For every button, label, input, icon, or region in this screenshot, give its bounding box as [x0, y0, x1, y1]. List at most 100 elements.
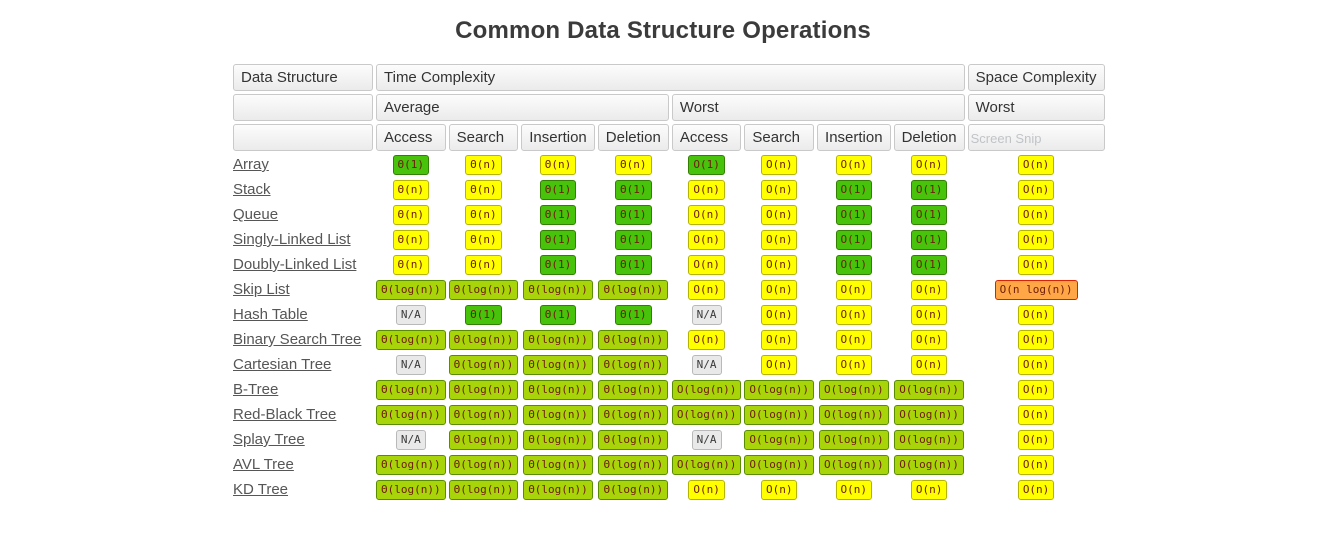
datastructure-link[interactable]: Splay Tree — [233, 431, 305, 448]
table-row: Binary Search Tree Θ(log(n)) Θ(log(n)) Θ(lo… — [233, 329, 1105, 351]
avg-complexity-cell: Θ(log(n)) — [448, 354, 519, 376]
space-complexity-cell: O(n log(n)) — [968, 279, 1105, 301]
complexity-badge: O(n) — [910, 480, 948, 500]
avg-complexity-cell: Θ(1) — [598, 229, 669, 251]
datastructure-link[interactable]: AVL Tree — [233, 456, 294, 473]
datastructure-cell: KD Tree — [233, 479, 373, 501]
worst-complexity-cell: O(n) — [744, 154, 814, 176]
worst-complexity-cell: O(n) — [744, 354, 814, 376]
avg-complexity-cell: Θ(log(n)) — [598, 454, 669, 476]
datastructure-link[interactable]: B-Tree — [233, 381, 279, 398]
avg-complexity-cell: Θ(1) — [521, 304, 595, 326]
complexity-badge: Θ(log(n)) — [448, 380, 519, 400]
complexity-badge: O(n) — [688, 230, 725, 250]
header-empty-cell — [233, 124, 373, 151]
table-row: Stack Θ(n) Θ(n) Θ(1) Θ(1) O(n) O(n) O(1) O(1) O(n… — [233, 179, 1105, 201]
datastructure-cell: Cartesian Tree — [233, 354, 373, 376]
header-op-avg-search: Search — [448, 124, 519, 151]
avg-complexity-cell: Θ(log(n)) — [521, 429, 595, 451]
complexity-badge: Θ(log(n)) — [598, 280, 669, 300]
complexity-badge: Θ(n) — [465, 255, 502, 275]
avg-complexity-cell: Θ(log(n)) — [521, 329, 595, 351]
worst-complexity-cell: O(log(n)) — [671, 379, 742, 401]
datastructure-cell: Red-Black Tree — [233, 404, 373, 426]
table-row: Skip List Θ(log(n)) Θ(log(n)) Θ(log(n)) Θ(lo… — [233, 279, 1105, 301]
header-data-structure: Data Structure — [233, 64, 373, 91]
header-row-groups: Data Structure Time Complexity Space Com… — [233, 64, 1105, 91]
complexity-badge: Θ(log(n)) — [376, 330, 446, 350]
worst-complexity-cell: O(n) — [744, 204, 814, 226]
avg-complexity-cell: Θ(1) — [598, 304, 669, 326]
complexity-badge: Θ(log(n)) — [523, 330, 593, 350]
worst-complexity-cell: O(log(n)) — [894, 379, 965, 401]
complexity-badge: Θ(1) — [539, 180, 577, 200]
complexity-badge: O(n) — [1017, 155, 1055, 175]
datastructure-link[interactable]: Cartesian Tree — [233, 356, 332, 373]
worst-complexity-cell: O(1) — [894, 204, 965, 226]
datastructure-cell: Binary Search Tree — [233, 329, 373, 351]
complexity-badge: Θ(log(n)) — [523, 280, 593, 300]
datastructure-link[interactable]: Hash Table — [233, 306, 308, 323]
avg-complexity-cell: Θ(1) — [376, 154, 446, 176]
complexity-badge: Θ(n) — [465, 180, 502, 200]
header-empty-cell — [233, 94, 373, 121]
avg-complexity-cell: Θ(log(n)) — [521, 354, 595, 376]
space-complexity-cell: O(n) — [968, 254, 1105, 276]
complexity-badge: O(n) — [1017, 380, 1055, 400]
avg-complexity-cell: Θ(n) — [376, 179, 446, 201]
complexity-badge: Θ(log(n)) — [448, 355, 519, 375]
complexity-badge: O(log(n)) — [744, 430, 815, 450]
complexity-badge: O(1) — [835, 205, 873, 225]
worst-complexity-cell: O(log(n)) — [671, 454, 742, 476]
complexity-badge: Θ(log(n)) — [448, 330, 519, 350]
complexity-badge: O(log(n)) — [894, 380, 964, 400]
complexity-badge: O(n) — [760, 280, 798, 300]
datastructure-link[interactable]: Doubly-Linked List — [233, 256, 357, 273]
datastructure-link[interactable]: Binary Search Tree — [233, 331, 362, 348]
avg-complexity-cell: Θ(log(n)) — [376, 279, 446, 301]
complexity-badge: O(n) — [760, 355, 798, 375]
complexity-badge: O(log(n)) — [819, 405, 889, 425]
avg-complexity-cell: Θ(1) — [598, 179, 669, 201]
avg-complexity-cell: Θ(log(n)) — [448, 379, 519, 401]
complexity-badge: O(n) — [760, 255, 798, 275]
complexity-badge: Θ(1) — [539, 305, 577, 325]
complexity-badge: O(n) — [688, 180, 725, 200]
complexity-badge: O(n log(n)) — [994, 280, 1078, 300]
complexity-badge: Θ(log(n)) — [598, 455, 669, 475]
avg-complexity-cell: Θ(log(n)) — [376, 454, 446, 476]
datastructure-link[interactable]: Singly-Linked List — [233, 231, 351, 248]
complexity-badge: Θ(log(n)) — [376, 480, 446, 500]
datastructure-link[interactable]: Queue — [233, 206, 279, 223]
complexity-badge: O(1) — [910, 205, 948, 225]
header-op-avg-insertion: Insertion — [521, 124, 595, 151]
worst-complexity-cell: O(n) — [817, 279, 891, 301]
complexity-badge: Θ(log(n)) — [376, 455, 446, 475]
avg-complexity-cell: Θ(n) — [449, 229, 519, 251]
space-complexity-cell: O(n) — [968, 154, 1105, 176]
worst-complexity-cell: O(n) — [894, 329, 965, 351]
datastructure-link[interactable]: Stack — [233, 181, 271, 198]
complexity-badge: O(n) — [910, 355, 948, 375]
complexity-badge: O(1) — [835, 230, 873, 250]
complexity-badge: Θ(n) — [392, 255, 430, 275]
datastructure-link[interactable]: KD Tree — [233, 481, 289, 498]
complexity-badge: O(n) — [688, 280, 725, 300]
header-op-worst-deletion: Deletion — [893, 124, 965, 151]
complexity-badge: Θ(log(n)) — [523, 430, 593, 450]
worst-complexity-cell: O(n) — [744, 179, 814, 201]
datastructure-link[interactable]: Skip List — [233, 281, 290, 298]
complexity-badge: O(log(n)) — [744, 405, 815, 425]
worst-complexity-cell: O(n) — [744, 329, 814, 351]
datastructure-link[interactable]: Array — [233, 156, 269, 173]
worst-complexity-cell: O(1) — [894, 254, 965, 276]
complexity-badge: O(log(n)) — [894, 430, 964, 450]
complexity-badge: O(n) — [835, 305, 873, 325]
complexity-badge: O(n) — [688, 330, 725, 350]
table-row: Hash Table N/A Θ(1) Θ(1) Θ(1) N/A O(n) O(n) O(n)… — [233, 304, 1105, 326]
worst-complexity-cell: O(log(n)) — [744, 404, 815, 426]
worst-complexity-cell: O(1) — [672, 154, 742, 176]
complexity-badge: N/A — [691, 305, 722, 325]
complexity-badge: Θ(log(n)) — [448, 280, 519, 300]
datastructure-link[interactable]: Red-Black Tree — [233, 406, 337, 423]
